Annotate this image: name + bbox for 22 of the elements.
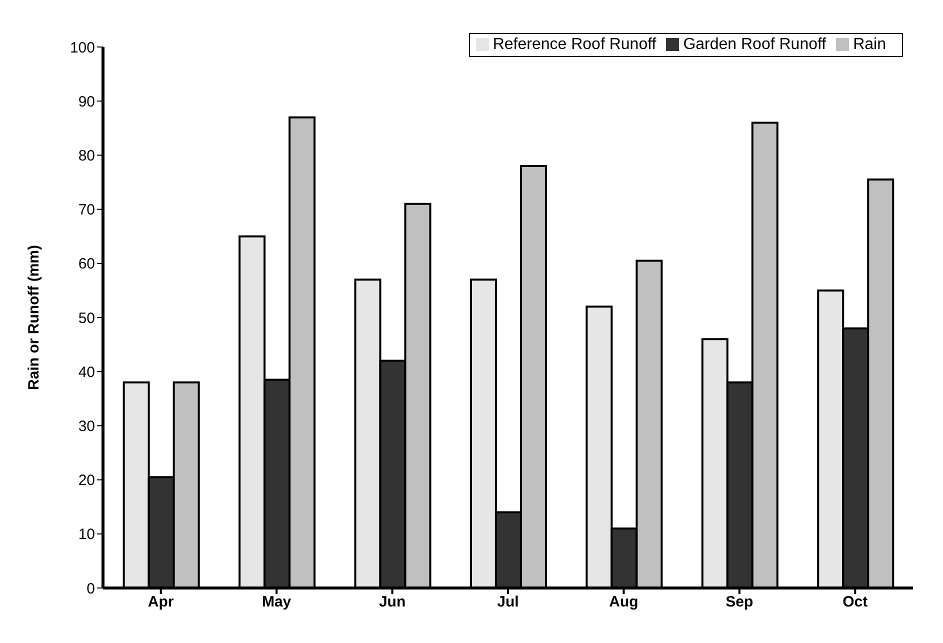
y-tick-label: 90 (78, 93, 95, 110)
legend-label: Garden Roof Runoff (683, 36, 826, 53)
y-tick-label: 80 (78, 148, 95, 165)
y-axis-title: Rain or Runoff (mm) (25, 245, 42, 390)
x-tick-label: Sep (726, 594, 754, 611)
y-tick-label: 60 (78, 256, 95, 273)
y-tick-label: 0 (86, 580, 95, 598)
y-tick-label: 70 (78, 202, 95, 219)
y-tick-label: 50 (78, 310, 95, 327)
y-tick-label: 10 (78, 526, 95, 544)
x-tick-label: Apr (148, 594, 174, 611)
legend-label: Rain (853, 36, 886, 53)
x-tick-label: Aug (609, 594, 638, 611)
x-tick-label: Jun (378, 594, 406, 611)
y-tick-label: 40 (78, 364, 95, 381)
y-tick-label: 20 (78, 472, 95, 490)
y-tick-label: 100 (70, 39, 95, 56)
x-tick-label: May (262, 594, 292, 611)
y-tick-label: 30 (78, 418, 95, 436)
x-tick-label: Oct (842, 594, 868, 611)
x-tick-label: Jul (497, 594, 519, 611)
legend-label: Reference Roof Runoff (492, 36, 656, 53)
